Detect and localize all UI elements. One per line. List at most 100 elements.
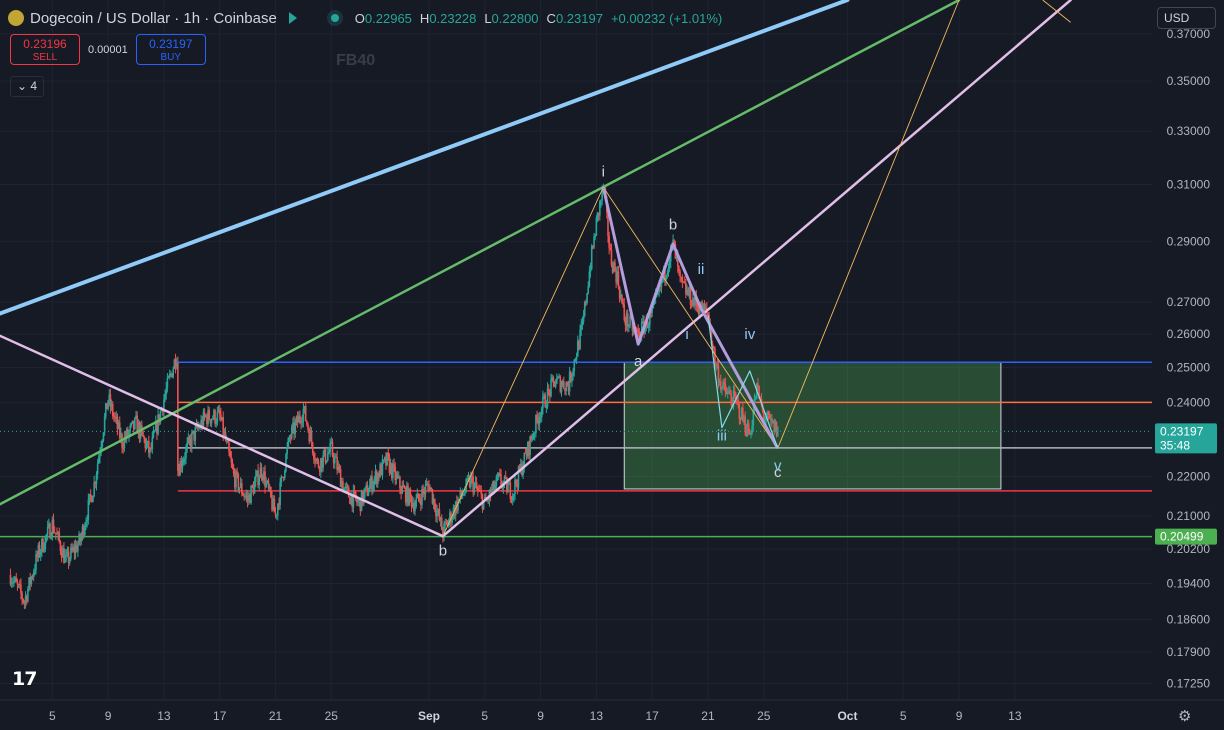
candle-body — [569, 371, 572, 382]
price-tick-label: 0.29000 — [1167, 234, 1211, 248]
candle-body — [235, 471, 237, 488]
candle-body — [339, 469, 342, 487]
candle-body — [109, 394, 112, 408]
trend-line[interactable] — [441, 0, 1072, 538]
trend-line[interactable] — [0, 0, 961, 506]
candle-body — [357, 501, 359, 503]
price-tick-label: 0.37000 — [1167, 27, 1211, 41]
candle-body — [497, 473, 500, 477]
candle-body — [375, 471, 378, 484]
candle-body — [201, 420, 204, 427]
candle-body — [220, 414, 222, 421]
candle-body — [321, 458, 323, 468]
candle-body — [668, 261, 671, 268]
candle-body — [429, 487, 431, 491]
wave-path-impulse[interactable] — [707, 314, 779, 449]
candle-body — [487, 498, 490, 501]
indicators-toggle[interactable]: ⌄ 4 — [10, 76, 45, 97]
candle-body — [518, 466, 521, 472]
candle-body — [388, 456, 391, 473]
symbol-title[interactable]: Dogecoin / US Dollar · 1h · Coinbase — [30, 9, 277, 27]
buy-button[interactable]: 0.23197 BUY — [135, 34, 206, 65]
candle-body — [73, 547, 76, 554]
candle-body — [150, 447, 152, 449]
candle-body — [129, 425, 131, 432]
candle-body — [27, 588, 29, 602]
candle-body — [306, 421, 308, 425]
candle-body — [490, 489, 493, 495]
candle-body — [63, 548, 65, 563]
candle-body — [329, 443, 331, 453]
candle-body — [444, 521, 447, 524]
candle-body — [49, 523, 51, 539]
candle-body — [166, 377, 169, 389]
trend-line[interactable] — [0, 334, 445, 538]
candle-body — [221, 417, 223, 421]
tradingview-logo[interactable]: 17 — [12, 668, 37, 690]
candle-body — [757, 383, 759, 386]
candle-body — [289, 437, 292, 439]
candle-body — [400, 488, 402, 494]
target-zone-rect[interactable] — [623, 361, 1002, 490]
candle-body — [377, 473, 379, 484]
candle-body — [25, 596, 28, 602]
candle-body — [451, 517, 454, 523]
candle-body — [565, 382, 567, 392]
time-axis[interactable]: 5 9 13 17 21 25 Sep 5 9 13 17 21 25 Oct 5 9 13 — [0, 699, 1224, 730]
candle-body — [446, 522, 449, 526]
candle-body — [732, 390, 735, 407]
candle-body — [733, 390, 736, 396]
candle-body — [651, 308, 653, 313]
currency-select[interactable]: USD — [1157, 7, 1216, 29]
price-axis[interactable]: 0.37000 0.35000 0.33000 0.31000 0.29000 0.270… — [1152, 0, 1224, 730]
candle-body — [425, 483, 428, 486]
candle-body — [324, 449, 327, 463]
sell-button[interactable]: 0.23196 SELL — [10, 34, 80, 65]
time-tick-label: 17 — [645, 709, 659, 723]
symbol-header: Dogecoin / US Dollar · 1h · Coinbase O0.… — [8, 7, 722, 29]
candle-body — [725, 391, 728, 395]
candle-body — [439, 517, 442, 520]
candle-body — [228, 442, 230, 452]
candle-body — [344, 487, 347, 489]
candle-body — [479, 490, 481, 492]
candle-body — [332, 455, 335, 464]
candle-body — [331, 441, 334, 456]
candle-body — [509, 482, 512, 499]
price-tick-label: 0.33000 — [1167, 124, 1211, 138]
candle-body — [471, 475, 473, 477]
candle-body — [644, 325, 646, 334]
candle-body — [316, 459, 319, 462]
projection-path[interactable] — [442, 0, 960, 537]
candle-body — [595, 218, 598, 236]
projection-path[interactable] — [1042, 0, 1071, 23]
candle-body — [696, 305, 699, 308]
candle-body — [200, 420, 202, 428]
candle-body — [385, 457, 387, 466]
gear-icon[interactable]: ⚙ — [1178, 708, 1192, 725]
candle-body — [41, 538, 43, 552]
candle-body — [528, 442, 530, 456]
candle-body — [144, 438, 147, 449]
trend-line[interactable] — [0, 0, 850, 316]
candle-body — [256, 470, 258, 476]
candle-body — [393, 464, 395, 467]
wave-path-abc[interactable] — [601, 186, 780, 450]
candle-body — [102, 432, 105, 441]
candle-body — [459, 490, 462, 499]
candle-body — [574, 359, 577, 361]
candle-body — [774, 422, 777, 432]
candle-body — [354, 491, 357, 499]
candle-body — [303, 406, 306, 409]
candle-body — [636, 328, 638, 330]
flag-icon[interactable] — [288, 12, 297, 24]
candle-body — [392, 464, 394, 478]
candle-body — [494, 485, 497, 491]
candle-body — [16, 581, 19, 585]
candle-body — [758, 385, 760, 398]
candle-body — [676, 256, 679, 267]
candle-body — [556, 378, 558, 384]
candle-body — [14, 577, 16, 581]
candle-body — [70, 547, 72, 559]
